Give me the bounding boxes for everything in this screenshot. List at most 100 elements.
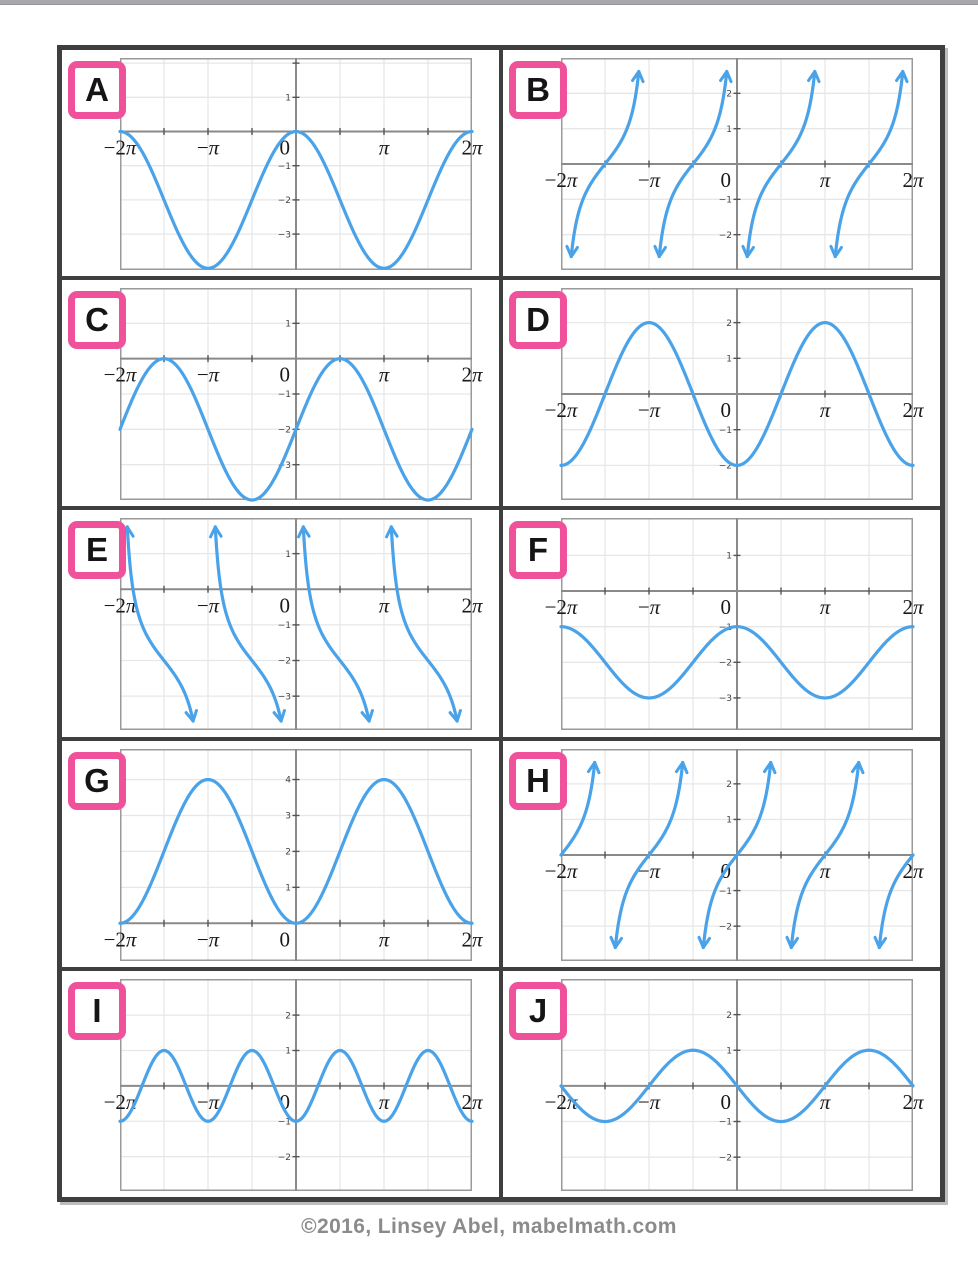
graph-svg-J: 21−1−2−2π −π 0 π 2π bbox=[545, 978, 924, 1191]
x-tick-label: 0 bbox=[721, 595, 732, 619]
panel-label-badge: E bbox=[68, 521, 126, 580]
footer-credit: ©2016, Linsey Abel, mabelmath.com bbox=[301, 1215, 677, 1238]
y-tick-label: −1 bbox=[719, 196, 732, 206]
graph-J: 2 1 −1 −2 −2π −π 0 π 2π bbox=[545, 978, 924, 1191]
y-tick-label: 1 bbox=[726, 355, 732, 365]
x-tick-label: −π bbox=[638, 398, 661, 422]
x-tick-label: −2π bbox=[104, 136, 137, 160]
x-tick-label: 0 bbox=[280, 1090, 291, 1114]
panel-label-badge: I bbox=[68, 981, 126, 1040]
y-tick-label: −2 bbox=[719, 922, 732, 932]
panel-label: F bbox=[527, 531, 549, 569]
y-tick-label: −2 bbox=[278, 196, 291, 206]
x-tick-label: 2π bbox=[902, 859, 924, 883]
y-tick-label: −2 bbox=[719, 1153, 732, 1163]
y-tick-label: −3 bbox=[278, 230, 291, 240]
x-tick-label: 0 bbox=[280, 136, 291, 160]
y-tick-label: 3 bbox=[285, 811, 291, 821]
x-tick-label: 2π bbox=[461, 1090, 483, 1114]
x-tick-label: −π bbox=[197, 927, 220, 951]
y-tick-label: −3 bbox=[278, 693, 291, 703]
graph-svg-I: 2 1 −1 −2 −2π −π 0 π 2π bbox=[104, 978, 483, 1191]
graph-svg-E: 1 −1 −2 −3 −2π −π 0 π 2π bbox=[104, 518, 483, 731]
y-tick-label: −1 bbox=[719, 623, 732, 633]
graph-A: 1 −1 −2 −3 −2π −π 0 π 2π bbox=[104, 58, 483, 270]
x-tick-label: 0 bbox=[280, 927, 291, 951]
y-tick-label: −1 bbox=[719, 886, 732, 896]
graph-B: 2 1 −1 −2 −2π −π 0 π 2π bbox=[545, 58, 924, 270]
y-tick-label: −1 bbox=[278, 162, 291, 172]
x-tick-label: −π bbox=[197, 363, 220, 387]
panel-cell-F: F 1 −1 −2 −3 −2π −π 0 π 2π bbox=[501, 508, 942, 739]
y-tick-label: −1 bbox=[719, 426, 732, 436]
y-tick-label: 2 bbox=[726, 1011, 732, 1021]
y-tick-label: 4 bbox=[285, 775, 291, 785]
x-tick-label: −π bbox=[638, 168, 661, 192]
panel-label-badge: C bbox=[68, 291, 126, 350]
panel-label-badge: A bbox=[68, 61, 126, 119]
x-tick-label: π bbox=[820, 595, 831, 619]
graph-svg-A: 1 −1 −2 −3 −2π −π 0 π 2π bbox=[104, 58, 483, 270]
graph-F: 1 −1 −2 −3 −2π −π 0 π 2π bbox=[545, 518, 924, 731]
x-tick-label: π bbox=[820, 859, 831, 883]
y-tick-label: −3 bbox=[278, 461, 291, 471]
panel-label: I bbox=[92, 991, 102, 1029]
y-tick-label: 1 bbox=[726, 815, 732, 825]
x-tick-label: π bbox=[820, 398, 831, 422]
y-tick-label: −1 bbox=[278, 390, 291, 400]
panel-label: H bbox=[526, 761, 550, 799]
panel-cell-I: I 2 1 −1 −2 −2π −π 0 π 2π bbox=[60, 968, 501, 1199]
y-tick-label: 2 bbox=[726, 319, 732, 329]
top-bar bbox=[0, 0, 978, 5]
y-tick-label: −2 bbox=[278, 1153, 291, 1163]
x-tick-label: π bbox=[379, 363, 390, 387]
worksheet-table: A 1 −1 −2 −3 −2π −π 0 π 2π B 2 1 −1 −2 −2π −π 0 π 2π C 1 −1 −2−… bbox=[57, 45, 945, 1202]
graph-E: 1 −1 −2 −3 −2π −π 0 π 2π bbox=[104, 518, 483, 731]
x-tick-label: π bbox=[379, 594, 390, 618]
graph-C: 1 −1 −2 −3 −2π −π 0 π 2π bbox=[104, 288, 483, 502]
panel-label: G bbox=[84, 761, 110, 799]
x-tick-label: 0 bbox=[721, 1090, 732, 1114]
panel-label: C bbox=[85, 301, 109, 339]
y-tick-label: −1 bbox=[719, 1118, 732, 1128]
panel-label: J bbox=[528, 991, 548, 1029]
x-tick-label: 0 bbox=[280, 594, 291, 618]
panel-label-badge: B bbox=[509, 61, 567, 119]
panel-cell-H: H 2 1 −1 −2 −2π −π 0 π 2π bbox=[501, 738, 942, 969]
graph-svg-D: 2 1 −1 −2 −2π −π 0 π 2π bbox=[545, 288, 924, 501]
x-tick-label: 0 bbox=[721, 398, 732, 422]
x-tick-label: −π bbox=[638, 595, 661, 619]
x-tick-label: −2π bbox=[545, 595, 578, 619]
x-tick-label: 2π bbox=[902, 1090, 924, 1114]
y-tick-label: 1 bbox=[285, 320, 291, 330]
graph-svg-F: 1 −1 −2 −3 −2π −π 0 π 2π bbox=[545, 518, 924, 731]
x-tick-label: 2π bbox=[461, 927, 483, 951]
x-tick-label: 2π bbox=[461, 363, 483, 387]
panel-cell-G: G 4 3 2 1 −2π −π 0 π 2π bbox=[60, 738, 501, 969]
y-tick-label: 2 bbox=[726, 780, 732, 790]
y-tick-label: 1 bbox=[726, 552, 732, 562]
x-tick-label: −2π bbox=[104, 363, 137, 387]
x-tick-label: 0 bbox=[280, 363, 291, 387]
y-tick-label: 2 bbox=[285, 847, 291, 857]
y-tick-label: −2 bbox=[278, 426, 291, 436]
x-tick-label: π bbox=[379, 927, 390, 951]
panel-label-badge: F bbox=[509, 521, 567, 580]
graph-svg-B: 2 1 −1 −2 −2π −π 0 π 2π bbox=[545, 58, 924, 270]
graph-svg-G: 4 3 2 1 −2π −π 0 π 2π bbox=[104, 748, 483, 961]
x-tick-label: 0 bbox=[721, 168, 732, 192]
graph-H: 2 1 −1 −2 −2π −π 0 π 2π bbox=[545, 748, 924, 961]
y-tick-label: −2 bbox=[719, 659, 732, 669]
x-tick-label: −2π bbox=[545, 398, 578, 422]
y-tick-label: 1 bbox=[285, 1046, 291, 1056]
panel-label-badge: J bbox=[509, 981, 567, 1040]
x-tick-label: −π bbox=[197, 136, 220, 160]
y-tick-label: −1 bbox=[278, 621, 291, 631]
x-tick-label: −2π bbox=[104, 927, 137, 951]
panel-label-badge: H bbox=[509, 751, 567, 810]
panel-cell-E: E 1 −1 −2 −3 −2π −π 0 π 2π bbox=[60, 508, 501, 739]
x-tick-label: −π bbox=[638, 859, 661, 883]
graph-D: 2 1 −1 −2 −2π −π 0 π 2π bbox=[545, 288, 924, 501]
graph-svg-H: 21−1−2−2π −π 0 π 2π bbox=[545, 748, 924, 961]
x-tick-label: 2π bbox=[902, 398, 924, 422]
